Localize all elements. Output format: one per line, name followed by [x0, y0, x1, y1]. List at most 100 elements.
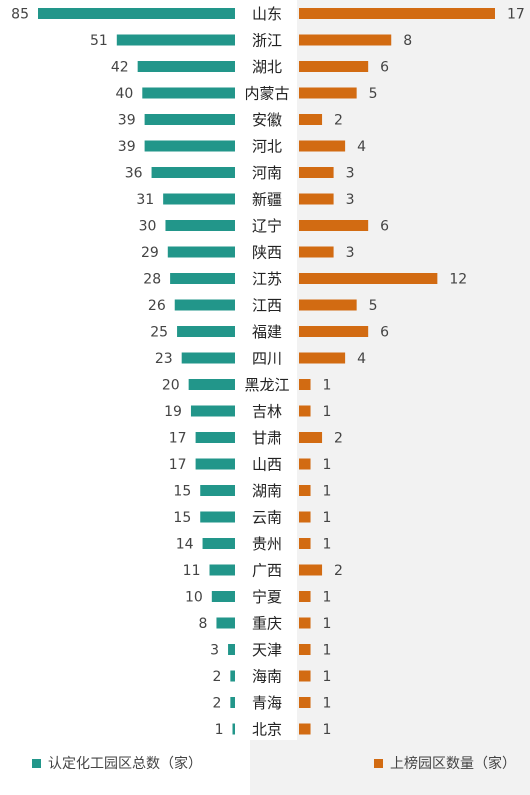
category-label: 云南 [252, 509, 282, 527]
category-label: 广西 [252, 562, 282, 580]
right-bar [299, 273, 438, 284]
category-label: 江苏 [252, 270, 282, 288]
category-label: 重庆 [252, 615, 282, 633]
category-label: 宁夏 [252, 588, 282, 606]
category-label: 甘肃 [252, 429, 282, 447]
right-value-label: 1 [323, 696, 332, 712]
right-bar [299, 432, 323, 443]
left-bar [144, 114, 235, 125]
left-value-label: 39 [118, 139, 136, 155]
right-bar [299, 723, 311, 735]
right-bar [299, 114, 323, 125]
right-bar [299, 34, 392, 46]
left-value-label: 3 [210, 643, 219, 659]
right-bar [299, 564, 323, 576]
left-value-label: 15 [173, 484, 191, 500]
left-bar [195, 458, 235, 470]
right-value-label: 6 [380, 325, 389, 341]
left-value-label: 40 [115, 86, 133, 102]
left-value-label: 2 [212, 696, 221, 712]
category-label: 湖北 [252, 58, 282, 76]
legend-left: 认定化工园区总数（家） [32, 752, 202, 774]
category-label: 辽宁 [252, 217, 282, 235]
right-bar [299, 326, 369, 337]
right-value-label: 4 [357, 139, 366, 155]
right-value-label: 5 [369, 298, 378, 314]
right-bar [299, 8, 495, 19]
left-bar [142, 87, 235, 99]
left-value-label: 42 [111, 60, 129, 76]
left-bar [230, 670, 235, 682]
left-bar [137, 61, 235, 72]
right-bar [299, 538, 311, 549]
left-value-label: 51 [90, 33, 108, 49]
category-label: 安徽 [252, 111, 282, 129]
category-label: 湖南 [252, 482, 282, 500]
category-label: 四川 [252, 350, 282, 368]
left-bar [209, 564, 235, 576]
right-bar [299, 193, 334, 205]
left-value-label: 28 [143, 272, 161, 288]
right-value-label: 1 [323, 643, 332, 659]
left-bar [165, 220, 235, 231]
right-bar [299, 299, 357, 311]
legend-right-label: 上榜园区数量（家） [390, 756, 516, 772]
left-bar [230, 697, 235, 708]
left-value-label: 15 [173, 510, 191, 526]
right-bar [299, 644, 311, 655]
right-value-label: 6 [380, 219, 389, 235]
right-bar [299, 246, 334, 258]
category-label: 江西 [252, 297, 282, 315]
right-value-label: 2 [334, 431, 343, 447]
left-value-label: 23 [155, 351, 173, 367]
right-value-label: 1 [323, 616, 332, 632]
left-value-label: 10 [185, 590, 203, 606]
category-label: 贵州 [252, 535, 282, 553]
category-label: 新疆 [252, 191, 282, 209]
right-bar [299, 697, 311, 708]
category-label: 河南 [252, 164, 282, 182]
left-bar [232, 723, 235, 735]
right-value-label: 1 [323, 484, 332, 500]
left-bar [200, 485, 235, 496]
category-label: 北京 [252, 721, 282, 739]
left-value-label: 11 [183, 563, 201, 579]
left-bar [174, 299, 235, 311]
right-value-label: 1 [323, 457, 332, 473]
right-bar [299, 405, 311, 417]
category-label: 河北 [252, 138, 282, 156]
left-value-label: 14 [176, 537, 194, 553]
left-value-label: 8 [199, 616, 208, 632]
left-bar [167, 246, 235, 258]
right-value-label: 8 [403, 33, 412, 49]
left-bar [38, 8, 235, 19]
left-bar [188, 379, 235, 390]
left-bar [200, 511, 235, 523]
left-bar [181, 352, 235, 364]
right-bar [299, 140, 346, 152]
left-value-label: 26 [148, 298, 166, 314]
legend-swatch-right [374, 758, 383, 768]
left-value-label: 30 [139, 219, 157, 235]
right-value-label: 4 [357, 351, 366, 367]
right-bar [299, 617, 311, 629]
left-bar [116, 34, 235, 46]
category-label: 吉林 [252, 403, 282, 421]
legend-left-label: 认定化工园区总数（家） [48, 756, 202, 772]
left-value-label: 17 [169, 431, 187, 447]
category-label: 山西 [252, 456, 282, 474]
right-value-label: 1 [323, 669, 332, 685]
category-label-column [237, 0, 297, 740]
right-value-label: 3 [346, 166, 355, 182]
left-value-label: 2 [212, 669, 221, 685]
right-bar [299, 220, 369, 231]
category-label: 山东 [252, 5, 282, 23]
left-bar [190, 405, 235, 417]
right-value-label: 2 [334, 113, 343, 129]
right-bar [299, 61, 369, 72]
left-bar [151, 167, 235, 178]
left-value-label: 31 [136, 192, 154, 208]
left-bar [163, 193, 235, 205]
right-value-label: 1 [323, 378, 332, 394]
